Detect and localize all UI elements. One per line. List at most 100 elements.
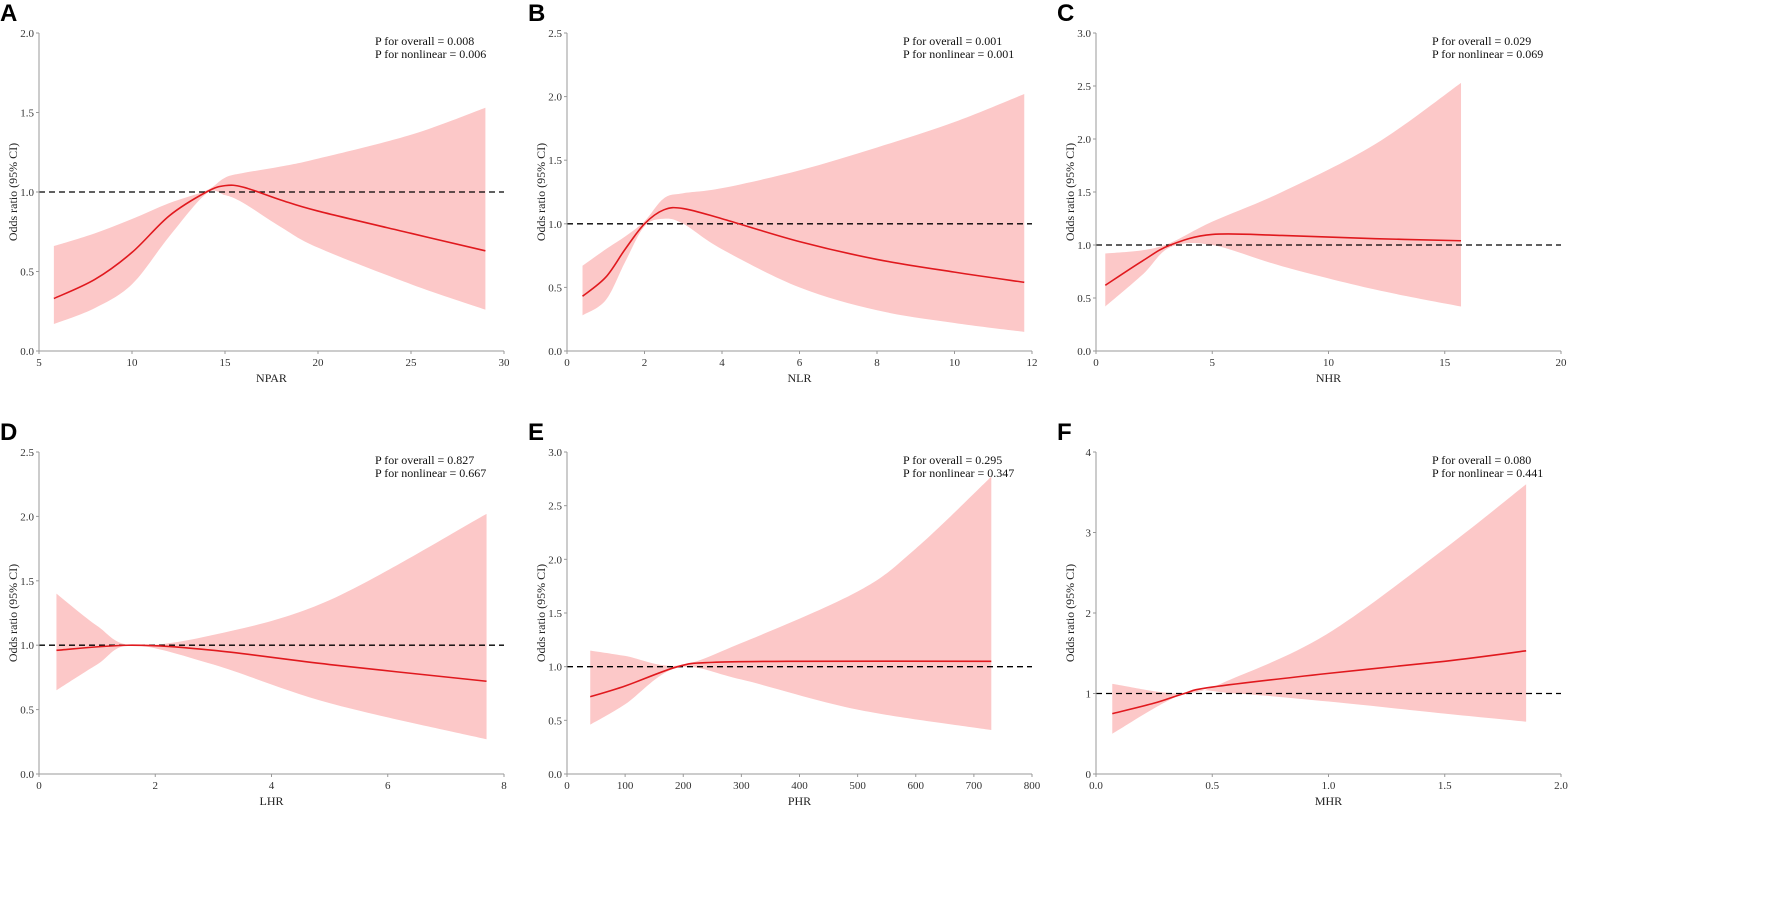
p-nonlinear-annotation: P for nonlinear = 0.347 [903,466,1014,480]
y-axis-label: Odds ratio (95% CI) [6,143,20,241]
y-axis-label: Odds ratio (95% CI) [1063,143,1077,241]
y-tick-label: 2.0 [20,511,34,523]
x-tick-label: 500 [849,780,866,792]
y-tick-label: 0.5 [548,282,562,294]
x-axis-label: MHR [1315,794,1342,808]
y-tick-label: 0.5 [20,267,34,279]
x-tick-label: 2 [642,357,648,369]
x-axis-label: NHR [1316,371,1341,385]
x-tick-label: 0 [564,780,570,792]
odds-ratio-curve [1112,650,1527,715]
y-axis-label: Odds ratio (95% CI) [534,143,548,241]
panel-letter: F [1057,419,1072,446]
x-tick-label: 0.0 [1089,780,1103,792]
panel-e: E 0 100 200 300 400 500 600 700 800 0.0 0.5 1.0 1.5 2.… [528,419,1041,808]
x-tick-label: 8 [501,780,507,792]
x-tick-label: 10 [127,357,139,369]
x-tick-label: 4 [719,357,725,369]
x-tick-label: 700 [966,780,983,792]
x-tick-label: 400 [791,780,808,792]
y-tick-label: 1.5 [20,108,34,120]
p-nonlinear-annotation: P for nonlinear = 0.441 [1432,466,1543,480]
y-tick-label: 1.5 [548,155,562,167]
y-tick-label: 2.5 [548,501,562,513]
x-tick-label: 1.0 [1322,780,1336,792]
y-tick-label: 1.0 [20,640,34,652]
p-nonlinear-annotation: P for nonlinear = 0.667 [375,466,486,480]
confidence-band [582,94,1025,332]
x-tick-label: 2.0 [1554,780,1568,792]
panel-letter: C [1057,0,1074,27]
x-tick-label: 10 [949,357,961,369]
x-axis-label: LHR [260,794,284,808]
odds-ratio-curve [590,660,992,698]
y-tick-label: 0.5 [1077,293,1091,305]
p-overall-annotation: P for overall = 0.295 [903,453,1002,467]
y-tick-label: 3.0 [1077,28,1091,40]
x-axis-label: NLR [788,371,812,385]
y-axis-label: Odds ratio (95% CI) [534,564,548,662]
p-nonlinear-annotation: P for nonlinear = 0.069 [1432,47,1543,61]
x-axis-label: NPAR [256,371,287,385]
y-tick-label: 3 [1086,528,1092,540]
p-overall-annotation: P for overall = 0.029 [1432,34,1531,48]
y-tick-label: 1.0 [548,662,562,674]
x-tick-label: 5 [36,357,42,369]
y-tick-label: 1.0 [548,219,562,231]
x-tick-label: 6 [385,780,391,792]
x-tick-label: 0 [36,780,42,792]
panel-f: F 0.0 0.5 1.0 1.5 2.0 0 1 2 3 4 MHR Odds ratio (95% … [1057,419,1568,808]
x-tick-label: 15 [220,357,232,369]
y-tick-label: 2 [1086,608,1092,620]
x-tick-label: 4 [269,780,275,792]
odds-ratio-curve [1104,233,1462,286]
y-tick-label: 0.0 [1077,346,1091,358]
p-overall-annotation: P for overall = 0.001 [903,34,1002,48]
x-tick-label: 800 [1024,780,1041,792]
x-tick-label: 1.5 [1438,780,1452,792]
y-tick-label: 1.5 [20,576,34,588]
panel-d: D 0 2 4 6 8 0.0 0.5 1.0 1.5 2.0 2.5 LHR Odds ratio (9… [0,419,507,808]
x-tick-label: 6 [797,357,803,369]
y-tick-label: 0.0 [548,346,562,358]
x-tick-label: 15 [1439,357,1451,369]
x-tick-label: 20 [1556,357,1568,369]
odds-ratio-curve [53,184,486,300]
y-tick-label: 4 [1086,447,1092,459]
x-tick-label: 2 [153,780,159,792]
x-tick-label: 30 [499,357,511,369]
y-tick-label: 0.0 [20,769,34,781]
confidence-band [53,107,486,324]
y-tick-label: 3.0 [548,447,562,459]
panel-b: B 0 2 4 6 8 10 12 0.0 0.5 1.0 1.5 2.0 2.5 NLR Odds rati… [528,0,1038,385]
panel-c: C 0 5 10 15 20 0.0 0.5 1.0 1.5 2.0 2.5 3.0 NHR Odds ra… [1057,0,1567,385]
x-tick-label: 0 [564,357,570,369]
y-tick-label: 1.0 [1077,240,1091,252]
panel-letter: A [0,0,17,27]
y-tick-label: 0.0 [20,346,34,358]
y-tick-label: 2.0 [548,554,562,566]
p-overall-annotation: P for overall = 0.080 [1432,453,1531,467]
y-tick-label: 0 [1086,769,1092,781]
p-nonlinear-annotation: P for nonlinear = 0.001 [903,47,1014,61]
y-tick-label: 1.0 [20,187,34,199]
y-tick-label: 2.5 [548,28,562,40]
y-axis-label: Odds ratio (95% CI) [1063,564,1077,662]
x-tick-label: 0.5 [1205,780,1219,792]
y-tick-label: 1.5 [548,608,562,620]
x-tick-label: 0 [1093,357,1099,369]
y-tick-label: 0.5 [548,715,562,727]
panel-letter: B [528,0,545,27]
y-tick-label: 2.0 [548,92,562,104]
x-tick-label: 600 [908,780,925,792]
confidence-band [56,513,487,740]
x-tick-label: 20 [313,357,325,369]
x-axis-label: PHR [788,794,811,808]
x-tick-label: 12 [1027,357,1038,369]
y-tick-label: 0.0 [548,769,562,781]
x-tick-label: 300 [733,780,750,792]
confidence-band [590,476,992,730]
x-tick-label: 25 [406,357,418,369]
x-tick-label: 10 [1323,357,1335,369]
odds-ratio-curve [581,206,1025,297]
